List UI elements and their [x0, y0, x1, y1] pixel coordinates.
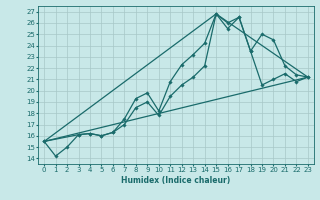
X-axis label: Humidex (Indice chaleur): Humidex (Indice chaleur): [121, 176, 231, 185]
